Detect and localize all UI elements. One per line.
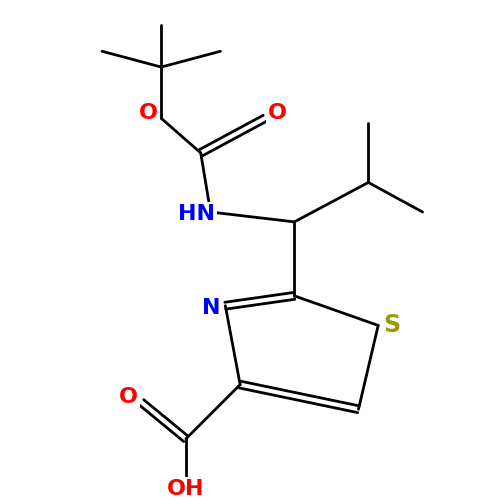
Text: OH: OH: [167, 479, 204, 499]
Text: S: S: [384, 314, 400, 338]
Text: O: O: [119, 388, 138, 407]
Text: O: O: [268, 104, 287, 124]
Text: O: O: [139, 104, 158, 124]
Text: N: N: [202, 298, 221, 318]
Text: HN: HN: [178, 204, 215, 224]
